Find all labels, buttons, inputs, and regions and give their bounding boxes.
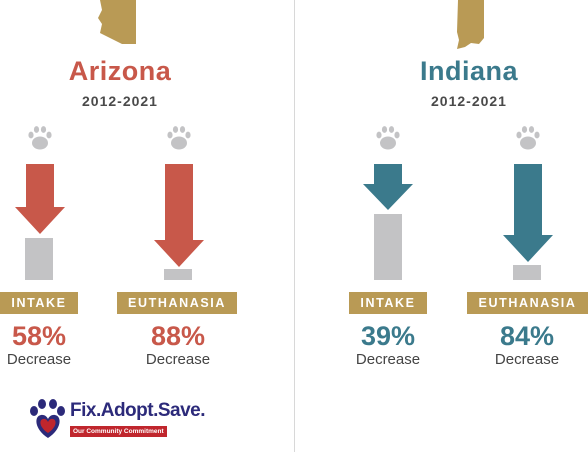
paw-icon [28,126,52,150]
decrease-arrow [154,164,204,267]
remaining-bar [164,269,192,280]
paw-icon [516,126,540,150]
decrease-label: Decrease [6,351,72,368]
state-name-indiana: Indiana [419,56,518,86]
years-indiana: 2012-2021 [431,93,507,109]
indiana-state-icon [457,0,484,49]
fix-adopt-save-logo: Fix.Adopt.Save. Our Community Commitment [28,398,218,442]
decrease-label: Decrease [494,351,560,368]
decrease-label: Decrease [355,351,421,368]
state-name-arizona: Arizona [68,56,172,86]
logo-tagline: Our Community Commitment [70,426,167,437]
metric-label-intake: INTAKE [349,292,427,314]
logo-title: Fix.Adopt.Save. [70,400,206,421]
years-arizona: 2012-2021 [82,93,158,109]
decrease-arrow [363,164,413,210]
paw-heart-icon [30,399,65,438]
remaining-bar [374,214,402,280]
decrease-label: Decrease [145,351,211,368]
percent-value: 88% [150,321,206,351]
metric-label-euthanasia: EUTHANASIA [467,292,588,314]
decrease-arrow [15,164,65,234]
center-divider [294,0,295,452]
percent-value: 58% [11,321,67,351]
paw-icon [376,126,400,150]
decrease-arrow [503,164,553,262]
metric-label-intake: INTAKE [0,292,78,314]
percent-value: 39% [360,321,416,351]
paw-icon [167,126,191,150]
arizona-state-icon [98,0,136,44]
remaining-bar [513,265,541,280]
percent-value: 84% [499,321,555,351]
metric-label-euthanasia: EUTHANASIA [117,292,237,314]
remaining-bar [25,238,53,280]
